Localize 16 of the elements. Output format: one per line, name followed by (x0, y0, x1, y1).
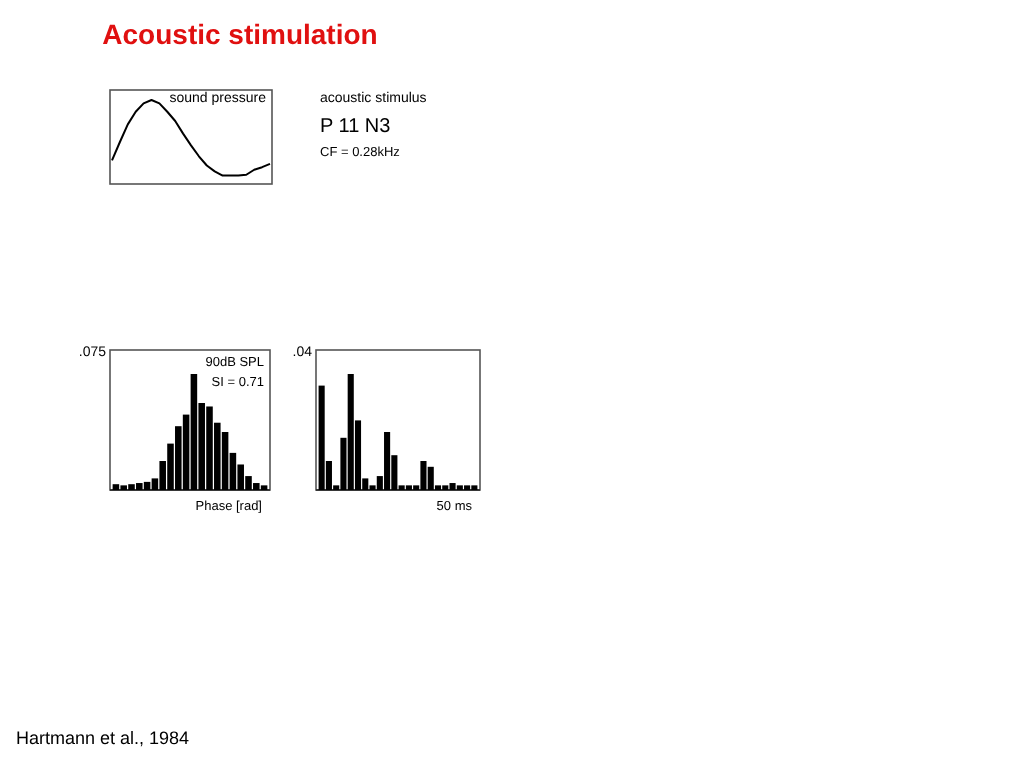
text: Acoustic stimulation (102, 18, 378, 50)
bar (206, 406, 213, 490)
bar (420, 461, 427, 490)
bar (427, 466, 434, 490)
bar (347, 374, 354, 490)
bar (253, 483, 260, 490)
bar (449, 483, 456, 490)
bar (190, 374, 198, 490)
bar (143, 481, 151, 490)
bar (128, 484, 135, 490)
bar (136, 483, 143, 490)
text: Hartmann et al., 1984 (16, 728, 190, 748)
bar (318, 385, 325, 490)
text: P 11 N3 (320, 116, 392, 138)
bar (112, 484, 120, 490)
bar (384, 432, 391, 490)
